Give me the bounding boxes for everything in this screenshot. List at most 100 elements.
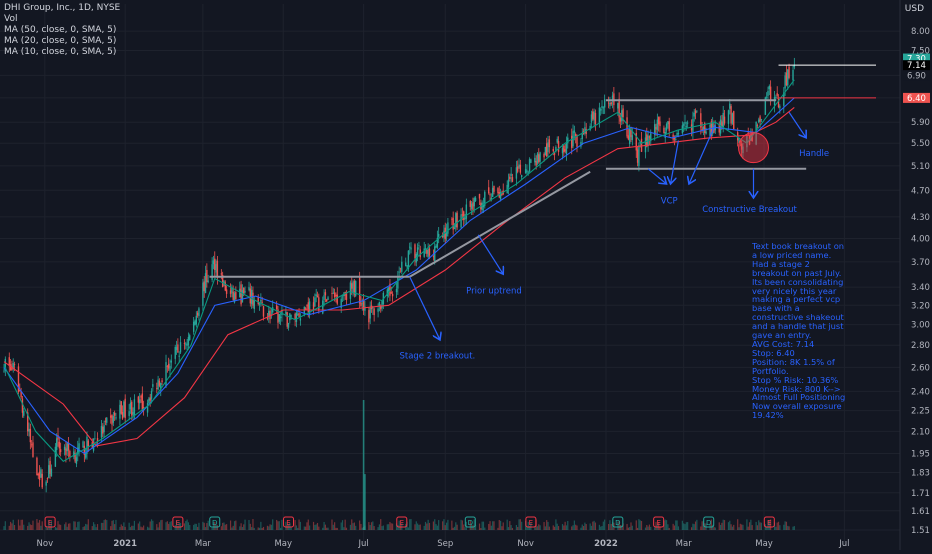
volume-bar: [9, 521, 12, 530]
candle-body: [336, 294, 338, 304]
candle-body: [733, 111, 735, 130]
volume-bar: [322, 527, 324, 530]
candle-body: [23, 410, 25, 416]
volume-bar: [783, 524, 785, 530]
candle-body: [331, 293, 333, 294]
volume-bar: [418, 524, 420, 530]
indicator-ma20[interactable]: MA (20, close, 0, SMA, 5): [4, 36, 117, 46]
candle-body: [675, 139, 677, 140]
volume-bar: [382, 525, 384, 530]
candle-body: [644, 137, 647, 153]
candle-body: [285, 311, 287, 314]
candle-body: [96, 438, 99, 442]
candle-body: [765, 96, 768, 98]
volume-bar: [268, 526, 270, 530]
candle-body: [318, 297, 320, 311]
candle-body: [240, 284, 242, 305]
indicator-ma50[interactable]: MA (50, close, 0, SMA, 5): [4, 25, 117, 35]
volume-bar: [530, 522, 532, 530]
annotation-arrow: [671, 140, 680, 184]
candle-body: [109, 415, 112, 418]
volume-bar: [602, 521, 604, 530]
candle-body: [787, 69, 789, 86]
candle-body: [665, 123, 668, 131]
candle-body: [315, 294, 317, 296]
volume-bar: [102, 522, 104, 530]
volume-bar: [552, 525, 554, 530]
candle-body: [298, 312, 300, 318]
candle-body: [189, 335, 191, 340]
volume-bar: [506, 519, 508, 530]
volume-bar: [314, 524, 316, 530]
candle-body: [308, 301, 311, 316]
candle-body: [788, 66, 790, 78]
annotation-label: Stage 2 breakout.: [399, 351, 475, 361]
candle-body: [352, 281, 354, 293]
candle-body: [148, 398, 150, 404]
candle-body: [74, 453, 76, 462]
volume-bar: [74, 521, 76, 530]
volume-bar: [683, 523, 685, 530]
candle-body: [59, 449, 62, 453]
candle-body: [231, 287, 233, 293]
candle-body: [427, 249, 429, 258]
candle-body: [777, 98, 780, 108]
volume-bar: [719, 524, 722, 530]
volume-bar: [92, 522, 95, 530]
candle-body: [78, 443, 80, 452]
candle-body: [333, 292, 336, 297]
volume-bar: [239, 526, 241, 530]
candle-body: [119, 404, 121, 419]
candle-body: [387, 287, 390, 292]
price-label: 6.90: [907, 71, 926, 81]
candle-body: [214, 258, 216, 271]
volume-bar: [507, 527, 510, 530]
volume-bar: [54, 527, 56, 530]
volume-bar: [742, 524, 744, 530]
candle-body: [66, 443, 68, 452]
volume-bar: [534, 526, 536, 530]
indicator-ma10[interactable]: MA (10, close, 0, SMA, 5): [4, 47, 117, 57]
volume-bar: [766, 526, 768, 530]
candle-body: [324, 292, 327, 296]
candle-body: [563, 145, 565, 152]
candle-body: [775, 96, 777, 98]
volume-bar: [157, 527, 159, 530]
volume-bar: [386, 524, 388, 530]
volume-bar: [50, 521, 53, 530]
candle-body: [212, 260, 215, 265]
volume-bar: [37, 522, 39, 530]
candle-body: [676, 133, 678, 137]
volume-bar: [718, 522, 720, 530]
moving-average-line: [3, 79, 795, 462]
candle-body: [21, 398, 24, 413]
candle-body: [161, 380, 163, 383]
volume-bar: [361, 527, 363, 530]
volume-bar: [644, 527, 647, 530]
volume-bar: [241, 526, 244, 530]
volume-bar: [527, 521, 529, 530]
candle-body: [742, 146, 744, 154]
volume-bar: [223, 522, 225, 530]
annotation-label: Constructive Breakout: [702, 205, 797, 215]
candle-body: [501, 193, 503, 195]
volume-bar: [45, 525, 47, 530]
volume-bar: [128, 522, 130, 530]
volume-bar: [193, 524, 195, 530]
candle-body: [38, 471, 41, 481]
candle-body: [45, 481, 47, 486]
volume-bar: [770, 519, 772, 530]
volume-bar: [40, 525, 42, 530]
candle-body: [86, 436, 88, 454]
volume-bar: [419, 524, 421, 530]
candle-body: [307, 302, 309, 312]
volume-bar: [389, 521, 391, 530]
volume-bar: [547, 521, 549, 530]
volume-bar: [672, 523, 674, 530]
volume-bar: [635, 520, 637, 530]
candle-body: [723, 116, 726, 124]
candle-body: [719, 119, 722, 134]
candle-body: [261, 301, 263, 303]
